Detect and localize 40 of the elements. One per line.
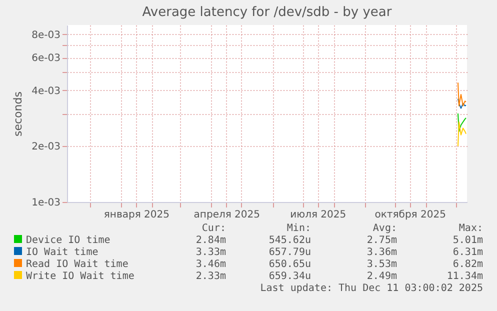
x-tick-label: января 2025 (104, 210, 170, 220)
legend-label: Device IO time (26, 234, 112, 246)
text: 3.53m (366, 258, 397, 270)
text: 5.01m (452, 234, 483, 246)
text: 659.34u (268, 270, 311, 282)
chart-title: Average latency for /dev/sdb - by year (142, 5, 392, 20)
text: 3.36m (366, 246, 397, 258)
text: 2.49m (366, 270, 397, 282)
text: 11.34m (446, 270, 483, 282)
line-series (457, 113, 466, 132)
text: Min: (286, 222, 311, 234)
text: 2.75m (366, 234, 397, 246)
y-tick-label: 2e-03 (32, 142, 60, 153)
text: Avg: (372, 222, 397, 234)
text: 545.62u (268, 234, 311, 246)
x-tick-label: апреля 2025 (194, 210, 260, 220)
x-tick-label: октября 2025 (374, 210, 446, 220)
text: 3.46m (194, 258, 226, 270)
text: 657.79u (268, 246, 311, 258)
y-tick-label: 4e-03 (32, 86, 60, 97)
y-axis-title: seconds (12, 91, 25, 136)
text: 650.65u (268, 258, 311, 270)
y-tick-label: 6e-03 (32, 53, 60, 64)
text: 6.82m (452, 258, 483, 270)
line-series (457, 121, 466, 147)
y-tick-label: 1e-03 (32, 198, 60, 208)
text: 3.33m (194, 246, 226, 258)
text: Last update: Thu Dec 11 03:00:02 2025 (259, 282, 483, 294)
text: 2.84m (194, 234, 226, 246)
line-series (457, 98, 466, 109)
text: Max: (458, 222, 483, 234)
text: 2.33m (194, 270, 226, 282)
text: 6.31m (452, 246, 483, 258)
legend-label: Read IO Wait time (26, 258, 130, 270)
y-tick-label: 8e-03 (32, 30, 60, 41)
legend-label: IO Wait time (26, 246, 100, 258)
legend-label: Write IO Wait time (26, 270, 136, 282)
line-series (457, 82, 466, 106)
x-tick-label: июля 2025 (290, 210, 346, 220)
text: Cur: (200, 222, 226, 234)
